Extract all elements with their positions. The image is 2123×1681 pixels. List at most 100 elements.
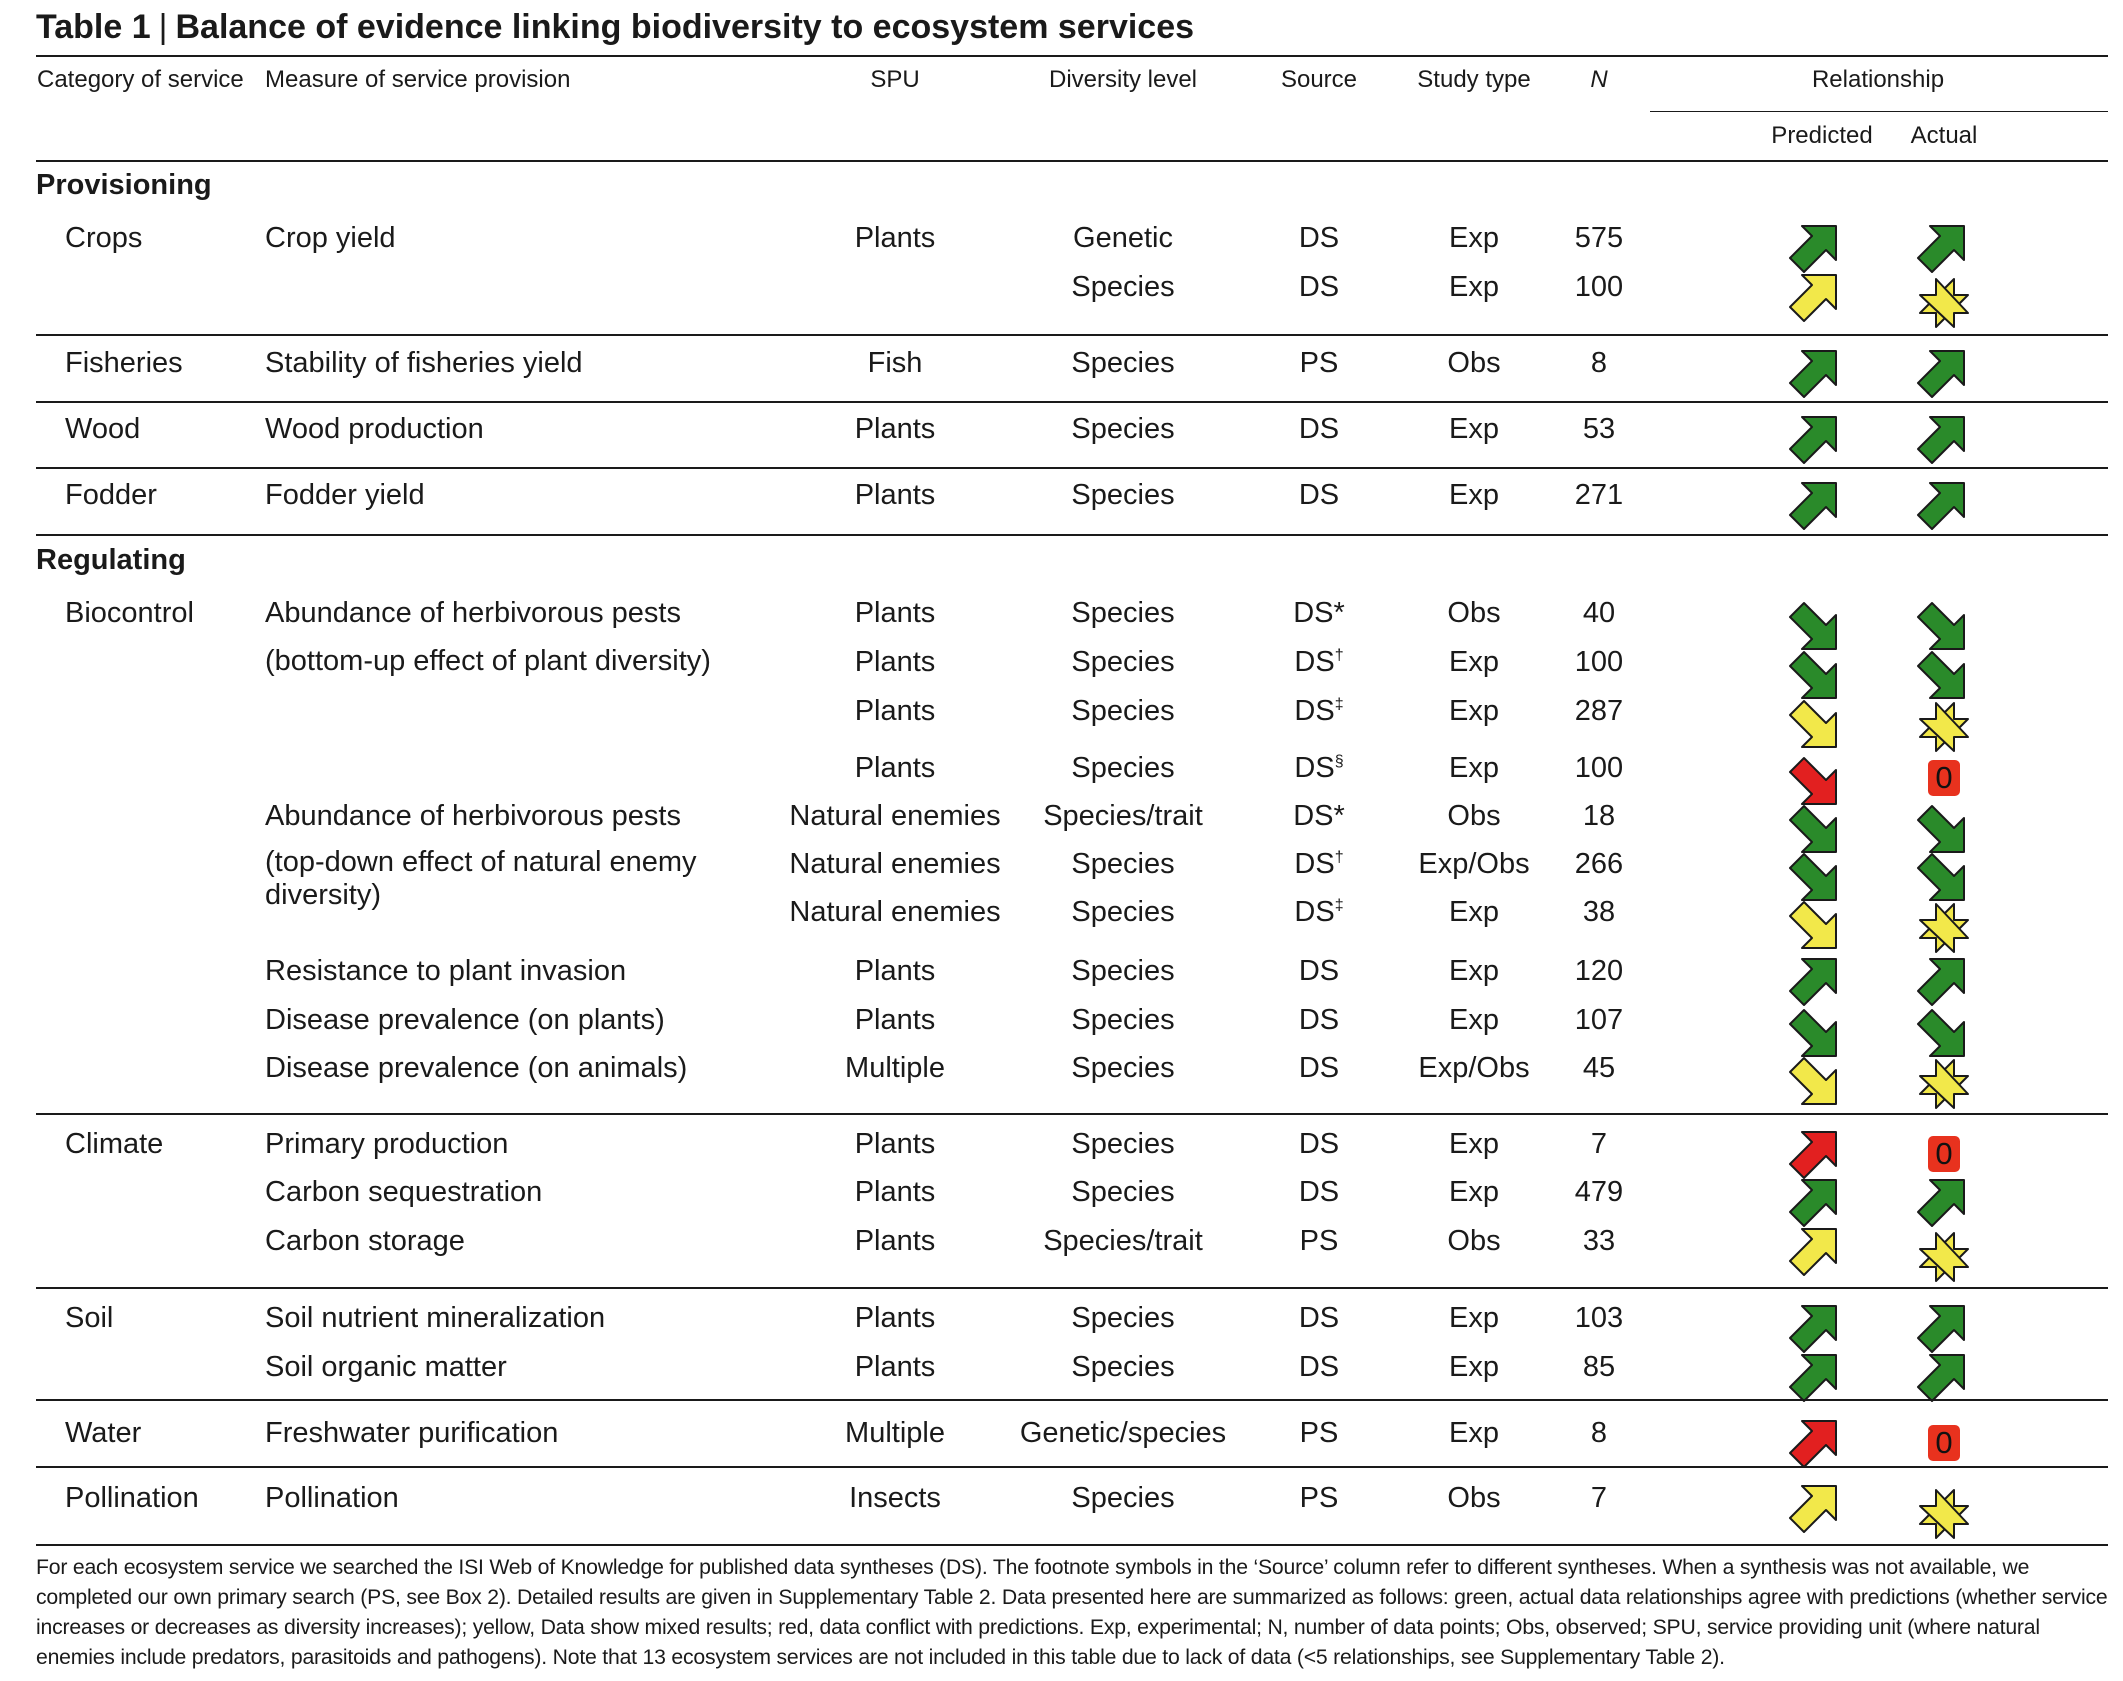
category-cell: Crops: [65, 222, 143, 254]
header-study-type: Study type: [1417, 66, 1531, 93]
source-cell: DS: [1299, 1004, 1339, 1037]
study-type-cell: Exp: [1449, 1351, 1499, 1383]
spu-cell: Fish: [867, 347, 923, 379]
n-cell: 85: [1582, 1351, 1616, 1383]
diversity-cell: Species: [1071, 1302, 1175, 1334]
source-cell: DS: [1299, 222, 1339, 255]
source-cell: DS: [1299, 1128, 1339, 1161]
arrow-down-right-icon-predicted: [1789, 602, 1837, 650]
category-cell: Biocontrol: [65, 597, 194, 629]
double-arrow-icon-actual: [1919, 702, 1969, 752]
n-cell: 7: [1590, 1128, 1608, 1160]
n-cell: 8: [1590, 1417, 1608, 1449]
arrow-up-right-icon-actual: [1917, 1179, 1965, 1227]
spu-cell: Natural enemies: [789, 800, 1001, 832]
measure-cell: Primary production: [265, 1128, 509, 1160]
arrow-down-right-icon-actual: [1917, 602, 1965, 650]
source-cell: PS: [1300, 1417, 1339, 1450]
source-footnote-symbol: †: [1334, 646, 1344, 664]
diversity-cell: Genetic: [1073, 222, 1173, 254]
source-value: DS: [1298, 1176, 1340, 1208]
n-cell: 38: [1582, 896, 1616, 928]
arrow-down-right-icon-predicted: [1789, 853, 1837, 901]
study-type-cell: Exp: [1449, 695, 1499, 727]
measure-cell: (bottom-up effect of plant diversity): [265, 645, 711, 677]
source-cell: DS‡: [1294, 896, 1343, 929]
spu-cell: Plants: [854, 1351, 936, 1383]
source-value: DS: [1294, 752, 1335, 784]
arrow-up-right-icon-actual: [1917, 1354, 1965, 1402]
measure-cell: Wood production: [265, 413, 484, 445]
source-value: DS: [1298, 1004, 1340, 1036]
header-category: Category of service: [37, 66, 244, 93]
source-value: PS: [1299, 347, 1339, 379]
source-value: DS: [1294, 896, 1335, 928]
study-type-cell: Exp: [1449, 1004, 1499, 1036]
measure-cell: Crop yield: [265, 222, 396, 254]
source-value: DS*: [1293, 597, 1345, 629]
diversity-cell: Species: [1071, 955, 1175, 987]
measure-cell: Abundance of herbivorous pests: [265, 800, 681, 832]
header-measure: Measure of service provision: [265, 66, 571, 93]
source-value: DS: [1298, 1128, 1340, 1160]
source-cell: DS: [1299, 1052, 1339, 1085]
diversity-cell: Species: [1071, 479, 1175, 511]
group-separator: [36, 1466, 2108, 1468]
study-type-cell: Exp/Obs: [1418, 1052, 1530, 1084]
group-separator: [36, 534, 2108, 536]
group-separator: [36, 334, 2108, 336]
measure-cell: Freshwater purification: [265, 1417, 559, 1449]
diversity-cell: Species: [1071, 1052, 1175, 1084]
double-arrow-icon-actual: [1919, 1489, 1969, 1539]
source-value: PS: [1299, 1482, 1339, 1514]
source-cell: DS: [1299, 479, 1339, 512]
source-cell: PS: [1300, 347, 1339, 380]
diversity-cell: Species: [1071, 413, 1175, 445]
arrow-down-right-icon-predicted: [1789, 901, 1837, 949]
study-type-cell: Obs: [1447, 597, 1501, 629]
arrow-down-right-icon-actual: [1917, 853, 1965, 901]
source-cell: DS§: [1294, 752, 1343, 785]
study-type-cell: Exp/Obs: [1418, 848, 1530, 880]
source-value: DS: [1298, 222, 1340, 254]
zero-badge: 0: [1928, 1136, 1960, 1172]
arrow-up-right-icon-predicted: [1789, 1485, 1837, 1533]
measure-cell: Stability of fisheries yield: [265, 347, 583, 379]
source-value: DS: [1294, 848, 1335, 880]
diversity-cell: Species/trait: [1043, 800, 1203, 832]
arrow-down-right-icon-actual: [1917, 805, 1965, 853]
arrow-up-right-icon-actual: [1917, 350, 1965, 398]
spu-cell: Multiple: [845, 1417, 945, 1449]
n-cell: 7: [1590, 1482, 1608, 1514]
arrow-up-right-icon-actual: [1917, 225, 1965, 273]
study-type-cell: Exp: [1449, 271, 1499, 303]
spu-cell: Insects: [849, 1482, 941, 1514]
arrow-up-right-icon-actual: [1917, 1305, 1965, 1353]
n-cell: 45: [1582, 1052, 1616, 1084]
arrow-up-right-icon-actual: [1917, 416, 1965, 464]
arrow-down-right-icon-predicted: [1789, 1009, 1837, 1057]
source-footnote-symbol: ‡: [1334, 695, 1344, 713]
measure-cell: Abundance of herbivorous pests: [265, 597, 681, 629]
source-cell: DS: [1299, 955, 1339, 988]
bottom-rule: [36, 1544, 2108, 1546]
n-cell: 40: [1582, 597, 1616, 629]
n-cell: 53: [1582, 413, 1616, 445]
diversity-cell: Genetic/species: [1019, 1417, 1227, 1449]
source-value: PS: [1299, 1225, 1339, 1257]
category-cell: Pollination: [65, 1482, 199, 1514]
measure-cell: diversity): [265, 879, 382, 911]
diversity-cell: Species: [1071, 1176, 1175, 1208]
source-cell: DS‡: [1294, 695, 1343, 728]
measure-cell: Resistance to plant invasion: [265, 955, 627, 987]
spu-cell: Plants: [854, 222, 936, 254]
study-type-cell: Exp: [1449, 1176, 1499, 1208]
measure-cell: Carbon sequestration: [265, 1176, 543, 1208]
arrow-down-right-icon-predicted: [1789, 700, 1837, 748]
double-arrow-icon-actual: [1919, 903, 1969, 953]
n-cell: 100: [1574, 271, 1624, 303]
source-cell: DS*: [1293, 800, 1345, 833]
source-value: DS: [1294, 695, 1335, 727]
source-value: DS*: [1293, 800, 1345, 832]
